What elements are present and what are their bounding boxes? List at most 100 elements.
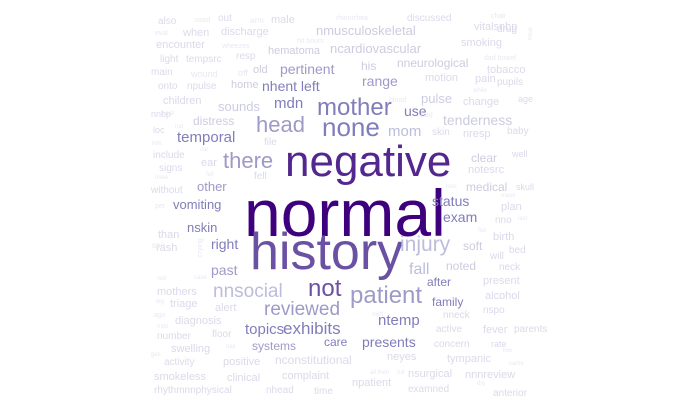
cloud-word: hat [175,124,184,130]
cloud-word: nnbp [151,109,172,119]
cloud-word: none [322,112,380,142]
cloud-word: concern [434,339,470,350]
cloud-word: pertinent [280,61,335,77]
cloud-word: tempsrc [186,54,222,65]
cloud-word: parents [514,324,548,335]
cloud-word: main [151,67,173,78]
cloud-word: resp [236,51,256,62]
cloud-word: not [308,275,342,302]
cloud-word: mom [388,123,422,140]
cloud-word: mdn [274,95,304,112]
cloud-word: well [512,149,528,159]
cloud-word: active [436,324,463,335]
cloud-word: past [211,262,238,278]
cloud-word: motion [425,72,459,84]
cloud-word: dry [477,381,486,387]
cloud-word: swelling [171,343,211,355]
cloud-word: negative [285,137,452,186]
cloud-word: nneck [443,310,470,321]
cloud-word: rhythmnnphysical [154,385,232,396]
cloud-word: all then [370,370,390,376]
cloud-word: ges [151,352,161,358]
cloud-word: sounds [218,99,260,114]
cloud-word: fall [409,261,430,278]
cloud-word: chair [491,13,507,20]
cloud-word: nleft [372,312,384,318]
cloud-word: mass [501,193,516,199]
cloud-word: reviewed [264,299,341,320]
cloud-word: there [223,148,274,173]
cloud-word: soft [463,239,483,253]
cloud-word: noted [446,259,477,273]
cloud-word: nsurgical [408,368,453,380]
cloud-word: while [473,88,487,94]
cloud-word: nhent left [262,78,320,94]
cloud-word: also [158,16,177,27]
cloud-word: nnnreview [465,369,516,381]
cloud-word: range [362,73,398,89]
cloud-word: triage [170,298,198,310]
cloud-word: rate [491,339,507,349]
cloud-word: fell [254,171,267,182]
cloud-word: clinical [227,372,261,384]
cloud-word: mother [317,94,392,121]
cloud-word: blood [389,97,407,104]
cloud-word: will [490,251,504,262]
cloud-word: his [361,59,377,73]
cloud-word: systems [252,339,297,353]
cloud-word: positive [223,356,261,368]
cloud-word: mild [157,324,169,330]
cloud-word: age [518,94,534,104]
cloud-word: mothers [157,286,197,298]
cloud-word: children [163,95,202,107]
cloud-word: nskin [187,220,218,235]
cloud-word: than [158,229,180,241]
cloud-word: out [218,13,232,24]
cloud-word: care [324,335,348,349]
cloud-word: notesrc [468,164,505,176]
cloud-word: history [250,223,404,281]
cloud-word: examned [408,384,450,395]
cloud-word: birth [493,231,515,243]
cloud-word: nconstitutional [275,353,352,367]
cloud-word: exhibits [283,319,341,338]
cloud-word: home [231,79,259,91]
cloud-word: nspo [483,305,505,316]
cloud-word: wheezes [222,43,250,50]
cloud-word: skull [516,182,535,192]
cloud-word: other [197,179,227,194]
cloud-word: medical [466,180,508,194]
cloud-word: floor [212,329,232,340]
cloud-word: nno [495,215,512,226]
cloud-word: focal [528,27,534,40]
cloud-word: diagnosis [175,315,222,327]
cloud-word: off [238,68,248,78]
cloud-word: smoking [461,37,502,49]
cloud-word: discharge [221,26,269,38]
cloud-word: nose [155,175,169,181]
cloud-word: per [155,203,166,210]
cloud-word: fever [483,324,508,336]
cloud-word: crying [197,238,204,257]
cloud-word: ncardiovascular [330,41,422,56]
cloud-word: include [153,150,185,161]
cloud-word: clear [471,151,498,165]
cloud-word: nnsocial [213,281,283,302]
cloud-word: bed [509,245,526,256]
cloud-word: patient [350,282,423,309]
cloud-word: spo [152,241,165,250]
cloud-word: signs [159,163,183,174]
cloud-word: nmusculoskeletal [316,23,416,38]
cloud-word: hard [162,111,175,117]
cloud-word: leg [156,299,165,305]
cloud-word: low [503,348,513,354]
cloud-word: nneurological [397,56,469,70]
cloud-word: pupils [497,77,524,88]
cloud-word: hit hours [297,38,324,45]
cloud-word: npatient [352,377,392,389]
cloud-word: nresp [463,128,491,140]
cloud-word: baby [507,126,529,137]
cloud-word: topics [245,321,285,338]
cloud-word: anterior [493,388,527,399]
cloud-word: had [421,112,433,119]
